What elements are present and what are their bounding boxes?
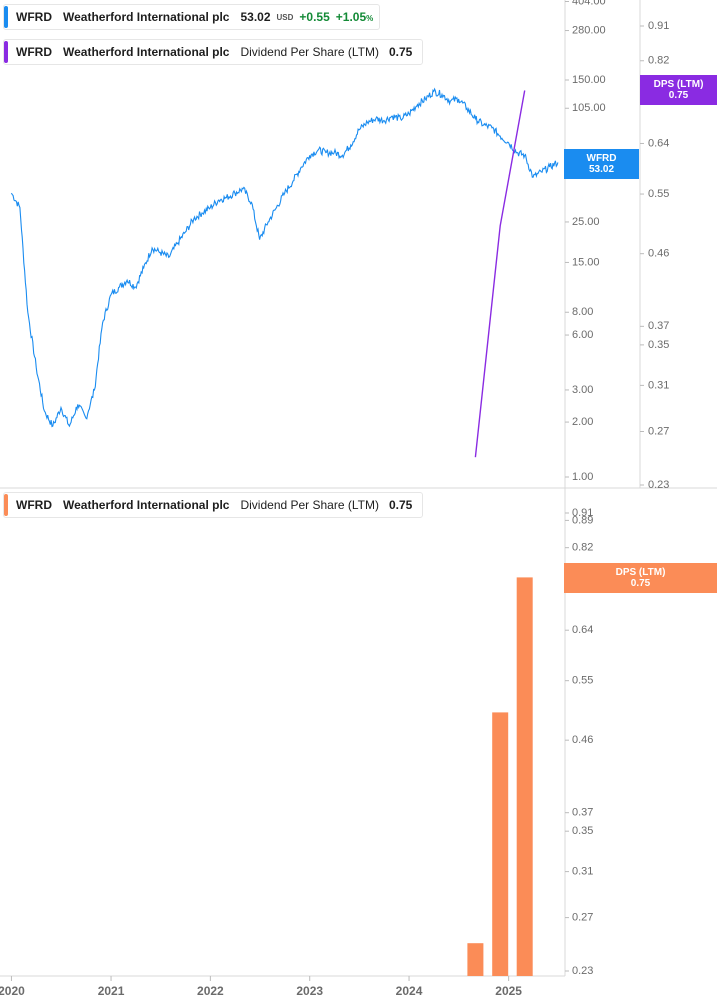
- time-tick-label: 2024: [396, 984, 423, 998]
- dps-tick-label: 0.37: [648, 320, 669, 332]
- bar-tick-label: 0.27: [572, 912, 593, 924]
- price-axis: 404.00 280.00 150.00 105.00 25.00 15.00 8.00 6.…: [565, 0, 606, 483]
- price-series-line: [10, 87, 559, 428]
- legend-company-name: Weatherford International plc: [63, 45, 230, 59]
- time-tick-label: 2023: [296, 984, 323, 998]
- time-tick-label: 2025: [495, 984, 522, 998]
- bar-tick-label: 0.46: [572, 734, 593, 746]
- bar-tick-label: 0.89: [572, 514, 593, 526]
- price-tick-label: 1.00: [572, 471, 593, 483]
- bottom-axis: 0.890.91 0.82 0.64 0.55 0.46 0.37 0.35 0.31 0.27…: [565, 507, 593, 977]
- dps-bar-swatch: [4, 494, 8, 516]
- bar-tick-label: 0.55: [572, 675, 593, 687]
- price-series-swatch: [4, 6, 8, 28]
- dps-tick-label: 0.46: [648, 248, 669, 260]
- legend-ticker: WFRD: [16, 498, 52, 512]
- legend-company-name: Weatherford International plc: [63, 10, 230, 24]
- dps-tick-label: 0.31: [648, 379, 669, 391]
- price-tick-label: 15.00: [572, 256, 600, 268]
- legend-dps-value: 0.75: [388, 45, 413, 59]
- plot-area: [10, 87, 559, 976]
- dps-tick-label: 0.55: [648, 188, 669, 200]
- legend-ticker: WFRD: [16, 45, 52, 59]
- dps-tick-label: 0.64: [648, 137, 669, 149]
- dps-tick-label: 0.23: [648, 479, 669, 491]
- legend-company-name: Weatherford International plc: [63, 498, 230, 512]
- price-tick-label: 105.00: [572, 102, 606, 114]
- price-tick-label: 8.00: [572, 306, 593, 318]
- bar-tick-label: 0.31: [572, 866, 593, 878]
- dps-tick-label: 0.35: [648, 339, 669, 351]
- price-tick-label: 25.00: [572, 216, 600, 228]
- dps-bar-2: [492, 712, 509, 976]
- dps-tick-label: 0.82: [648, 55, 669, 67]
- price-tick-label: 2.00: [572, 416, 593, 428]
- bar-tick-label: 0.91: [572, 507, 593, 519]
- bar-tick-label: 0.64: [572, 624, 593, 636]
- bar-tick-label: 0.35: [572, 825, 593, 837]
- time-axis: 2020 2021 2022 2023 2024 2025: [0, 976, 522, 998]
- chart-grid: [0, 0, 717, 977]
- time-tick-label: 2021: [98, 984, 125, 998]
- legend-price-change-percent: +1.05%: [335, 10, 374, 24]
- legend-ticker: WFRD: [16, 10, 52, 24]
- dps-tick-label: 0.91: [648, 20, 669, 32]
- right-axis-top: 0.91 0.82 0.64 0.55 0.46 0.37 0.35 0.31 0.27 0.23: [640, 20, 669, 491]
- dps-line-swatch: [4, 41, 8, 63]
- legend-metric: Dividend Per Share (LTM): [240, 45, 379, 59]
- dps-legend-top[interactable]: WFRD Weatherford International plc Divid…: [3, 39, 423, 65]
- price-tick-label: 3.00: [572, 384, 593, 396]
- price-legend[interactable]: WFRD Weatherford International plc 53.02…: [3, 4, 380, 30]
- time-tick-label: 2022: [197, 984, 224, 998]
- legend-price-change: +0.55: [299, 10, 330, 24]
- price-tick-label: 404.00: [572, 0, 606, 7]
- bar-tick-label: 0.82: [572, 542, 593, 554]
- time-tick-label: 2020: [0, 984, 25, 998]
- legend-metric: Dividend Per Share (LTM): [240, 498, 379, 512]
- price-last-value-tag: WFRD 53.02: [564, 149, 639, 179]
- dps-bar-1: [467, 943, 484, 976]
- legend-price-value: 53.02: [240, 10, 271, 24]
- bar-tick-label: 0.23: [572, 965, 593, 977]
- dps-series-line: [474, 90, 526, 458]
- dps-legend-bottom[interactable]: WFRD Weatherford International plc Divid…: [3, 492, 423, 518]
- dps-bar-3: [516, 577, 533, 976]
- price-tick-label: 6.00: [572, 329, 593, 341]
- dps-last-value-tag-bottom: DPS (LTM) 0.75: [564, 563, 717, 593]
- legend-currency: USD: [276, 12, 294, 22]
- legend-dps-value: 0.75: [388, 498, 413, 512]
- bar-tick-label: 0.37: [572, 807, 593, 819]
- price-tick-label: 280.00: [572, 24, 606, 36]
- price-tick-label: 150.00: [572, 74, 606, 86]
- dps-last-value-tag-top: DPS (LTM) 0.75: [640, 75, 717, 105]
- dps-tick-label: 0.27: [648, 425, 669, 437]
